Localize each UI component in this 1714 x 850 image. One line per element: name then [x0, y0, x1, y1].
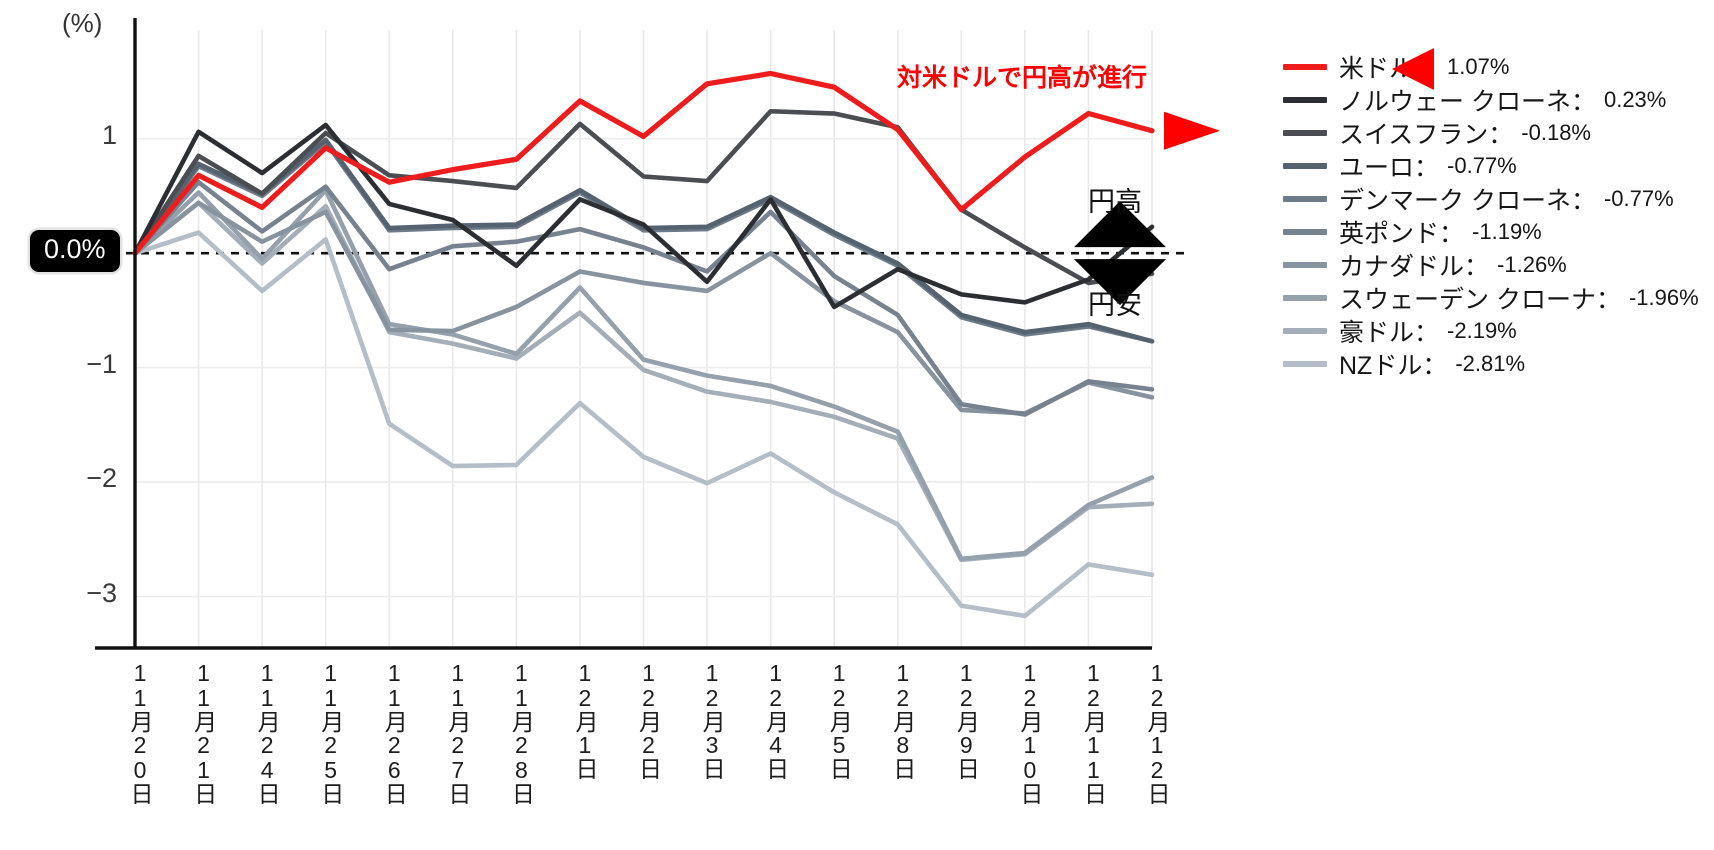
legend-color-swatch [1283, 162, 1327, 169]
x-axis-tick-label: 11月21日 [190, 660, 217, 804]
legend-label: カナダドル [1339, 252, 1465, 281]
series-line [132, 122, 1155, 310]
legend-color-swatch [1283, 195, 1327, 202]
plot-area: (%) 0.0% 対米ドルで円高が進行 円高 円安 1 −1 −2 −3 11月20日 1… [30, 8, 1220, 804]
legend-value: -1.19% [1472, 218, 1542, 244]
series-line [132, 200, 1155, 416]
legend-value: 0.23% [1603, 86, 1667, 112]
legend-separator: ： [1414, 318, 1440, 347]
legend-color-swatch [1283, 327, 1327, 334]
legend-item[interactable]: デンマーク クローネ： -0.77% [1283, 182, 1713, 215]
legend-label: ユーロ [1339, 153, 1415, 182]
x-axis-tick-label: 12月4日 [762, 660, 789, 779]
legend-item[interactable]: ノルウェー クローネ： 0.23% [1283, 83, 1713, 116]
series-line [132, 108, 1155, 286]
yen-strong-label: 円高 [1088, 187, 1142, 217]
legend-value: -1.96% [1628, 284, 1699, 310]
up-triangle-icon [1074, 201, 1166, 248]
legend-item[interactable]: カナダドル： -1.26% [1283, 248, 1713, 281]
legend-label: デンマーク クローネ [1339, 186, 1571, 215]
series-line [132, 179, 1155, 417]
legend-value: 1.07% [1447, 53, 1510, 79]
chart-svg [95, 18, 1220, 650]
chart-annotation: 対米ドルで円高が進行 [897, 64, 1148, 92]
series-line [132, 137, 1155, 344]
x-axis-tick-label: 12月1日 [571, 660, 598, 779]
legend-item[interactable]: NZドル： -2.81% [1283, 347, 1713, 380]
legend-value: -1.26% [1497, 251, 1567, 277]
legend-separator: ： [1464, 252, 1490, 281]
y-axis-tick-label: −2 [86, 463, 117, 494]
legend-separator: ： [1570, 186, 1596, 215]
x-axis-tick-label: 12月2日 [635, 660, 662, 779]
legend-value: -2.81% [1455, 350, 1526, 376]
y-axis-tick-label: −3 [86, 577, 117, 608]
x-axis-tick-label: 11月24日 [254, 660, 281, 804]
legend-color-swatch [1283, 294, 1327, 301]
x-axis-tick-label: 12月9日 [953, 660, 980, 779]
x-axis-tick-label: 11月28日 [508, 660, 535, 804]
x-axis-tick-label: 12月8日 [889, 660, 916, 779]
legend-value: -2.19% [1447, 317, 1517, 343]
usd-endpoint-arrow-icon [1164, 111, 1220, 150]
x-axis-tick-label: 11月20日 [127, 660, 153, 804]
legend-separator: ： [1570, 87, 1596, 116]
legend-value: -0.77% [1447, 152, 1517, 178]
legend-item[interactable]: 米ドル： 1.07% [1283, 50, 1713, 83]
legend-label: 豪ドル [1339, 318, 1415, 347]
legend-item[interactable]: 英ポンド： -1.19% [1283, 215, 1713, 248]
legend-separator: ： [1422, 351, 1448, 380]
legend-item[interactable]: ユーロ： -0.77% [1283, 149, 1713, 182]
legend-label: 英ポンド [1339, 219, 1440, 248]
legend-separator: ： [1595, 285, 1621, 314]
legend-color-swatch [1283, 228, 1327, 235]
x-axis-tick-label: 12月12日 [1144, 660, 1170, 804]
series-line [132, 70, 1155, 256]
y-axis-tick-label: −1 [86, 348, 117, 379]
legend-value: -0.77% [1603, 185, 1674, 211]
legend-value: -0.18% [1521, 119, 1591, 145]
x-axis-tick-label: 12月10日 [1016, 660, 1043, 804]
series-line [132, 187, 1155, 562]
legend-label: NZドル [1339, 351, 1423, 380]
legend-color-swatch [1283, 261, 1327, 268]
legend-label: スイスフラン [1339, 120, 1489, 149]
legend-item[interactable]: 豪ドル： -2.19% [1283, 314, 1713, 347]
chart-legend: 米ドル： 1.07% ノルウェー クローネ： 0.23% スイスフラン： -0.18% ユー… [1283, 50, 1713, 380]
x-axis-tick-label: 11月26日 [381, 660, 408, 804]
yen-weak-label: 円安 [1088, 290, 1142, 320]
legend-label: ノルウェー クローネ [1339, 87, 1571, 116]
x-axis-tick-label: 11月25日 [317, 660, 344, 804]
legend-color-swatch [1283, 360, 1327, 367]
legend-item[interactable]: スウェーデン クローナ： -1.96% [1283, 281, 1713, 314]
x-axis-tick-label: 12月3日 [699, 660, 726, 779]
x-axis-tick-label: 11月27日 [444, 660, 471, 804]
legend-separator: ： [1488, 120, 1514, 149]
x-axis-tick-label: 12月11日 [1080, 660, 1107, 804]
legend-label: スウェーデン クローナ [1339, 285, 1596, 314]
legend-color-swatch [1283, 63, 1327, 70]
x-axis-tick-label: 12月5日 [826, 660, 853, 779]
legend-separator: ： [1439, 219, 1465, 248]
legend-highlight-arrow-icon [1392, 48, 1434, 90]
series-line [132, 230, 1155, 619]
legend-item[interactable]: スイスフラン： -0.18% [1283, 116, 1713, 149]
zero-line-badge: 0.0% [30, 230, 120, 272]
y-axis-unit-label: (%) [62, 8, 103, 38]
legend-color-swatch [1283, 129, 1327, 136]
legend-color-swatch [1283, 96, 1327, 103]
legend-separator: ： [1414, 153, 1440, 182]
y-axis-tick-label: 1 [101, 119, 117, 150]
down-triangle-icon [1074, 259, 1166, 306]
